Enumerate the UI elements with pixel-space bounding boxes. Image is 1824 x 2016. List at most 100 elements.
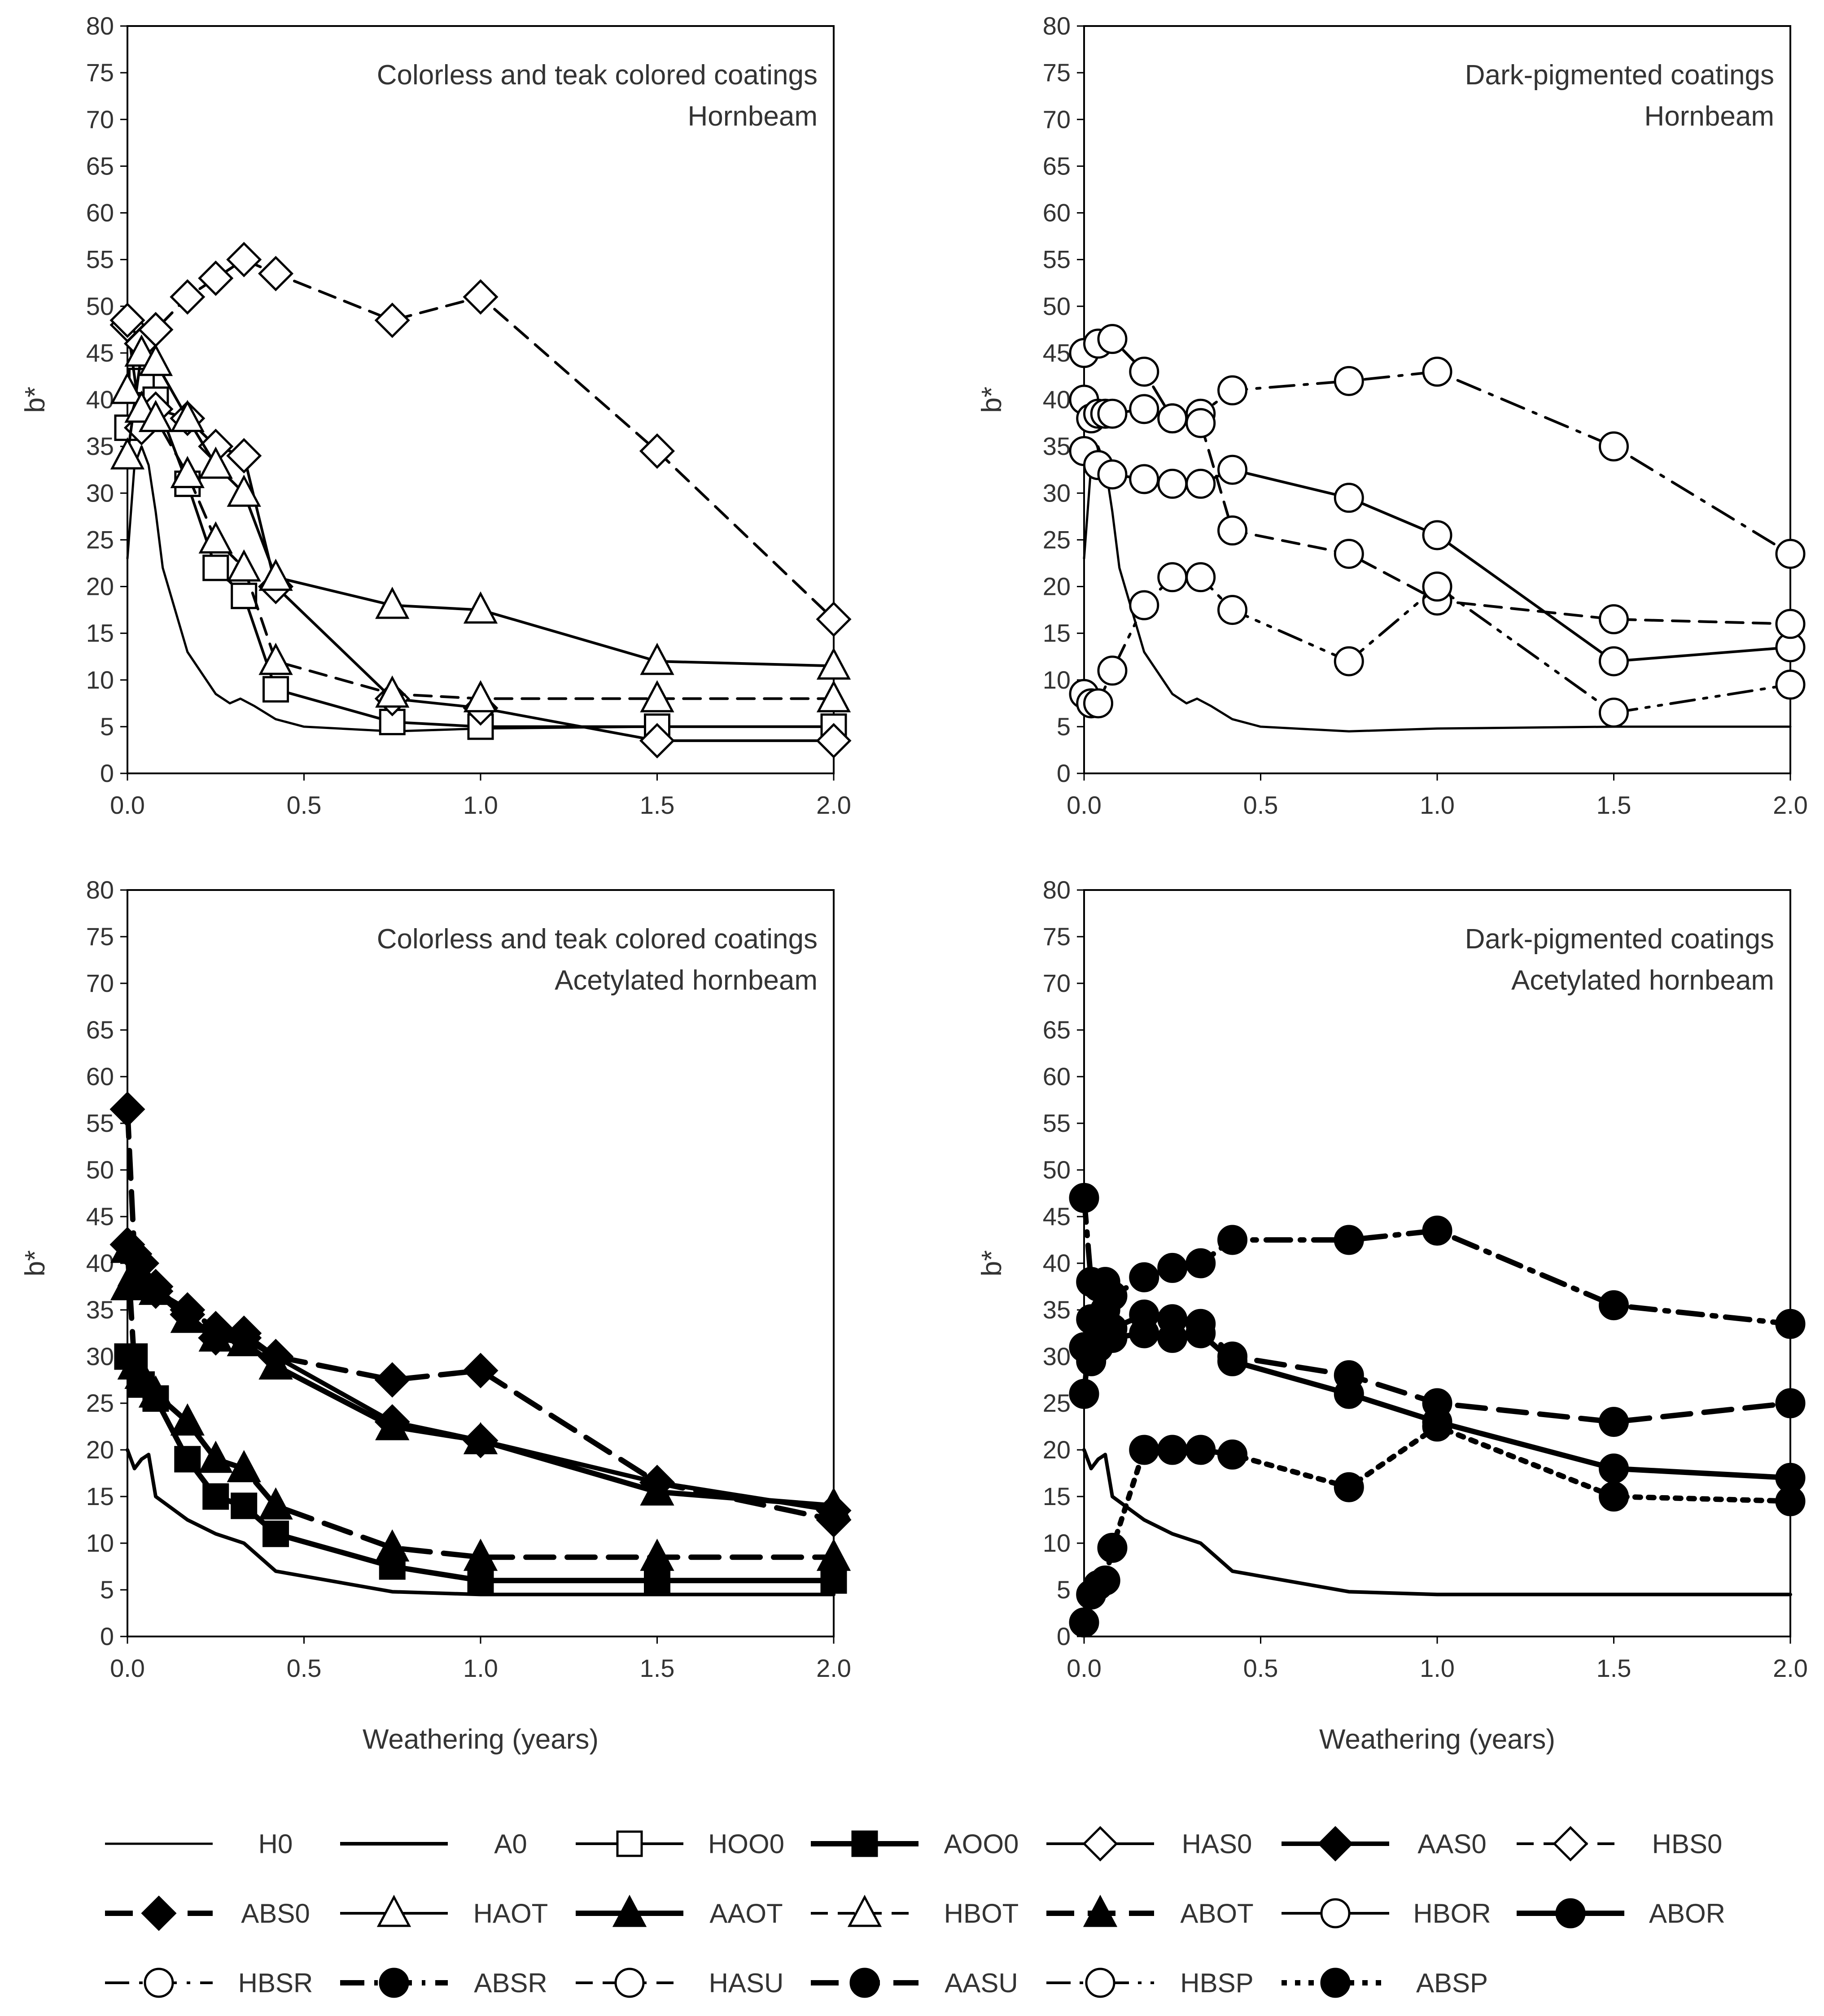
data-point-AOO0 xyxy=(644,1567,670,1594)
x-axis-label: Weathering (years) xyxy=(363,1724,599,1755)
data-point-HBOT xyxy=(110,371,145,404)
data-point-AOO0 xyxy=(467,1567,494,1594)
x-tick-label: 1.5 xyxy=(640,1654,675,1682)
data-point-HBSP xyxy=(1422,572,1452,602)
data-point-HBOR xyxy=(1129,464,1159,494)
y-tick-label: 65 xyxy=(1043,1016,1071,1044)
data-point-HBOR xyxy=(1599,646,1629,676)
y-tick-label: 80 xyxy=(1043,12,1071,40)
chart-annotation: Acetylated hornbeam xyxy=(1511,965,1774,996)
data-point-HBOT xyxy=(640,680,674,712)
y-tick-label: 0 xyxy=(100,1622,114,1650)
x-tick-label: 2.0 xyxy=(816,1654,851,1682)
x-tick-label: 1.0 xyxy=(463,1654,498,1682)
data-point-ABSP xyxy=(1422,1411,1452,1442)
data-point-HASU xyxy=(1129,394,1159,424)
chart-annotation: Colorless and teak colored coatings xyxy=(377,60,818,91)
y-tick-label: 75 xyxy=(1043,922,1071,951)
legend-marker-HAS0 xyxy=(1082,1826,1118,1862)
data-point-HBOT xyxy=(463,680,498,712)
data-point-ABSR xyxy=(1157,1252,1188,1283)
y-tick-label: 45 xyxy=(86,1202,114,1231)
y-tick-label: 35 xyxy=(1043,432,1071,460)
data-point-ABSR xyxy=(1334,1225,1364,1255)
legend-item-H0: H0 xyxy=(105,1829,293,1859)
data-point-HOO0 xyxy=(202,554,229,581)
legend-label: HASU xyxy=(709,1968,784,1998)
legend-marker-AASU xyxy=(849,1968,880,1998)
data-point-HBSR xyxy=(1599,431,1629,462)
series-HBS0 xyxy=(109,242,852,637)
series-H0 xyxy=(126,445,835,733)
y-tick-label: 75 xyxy=(1043,58,1071,87)
y-axis-label: b* xyxy=(20,387,51,413)
legend-item-ABOT: ABOT xyxy=(1046,1894,1254,1929)
y-axis-label: b* xyxy=(20,1250,51,1277)
data-point-HAOT xyxy=(198,446,233,479)
data-point-AAOT xyxy=(463,1422,498,1454)
y-tick-label: 40 xyxy=(1043,385,1071,414)
legend-item-HOO0: HOO0 xyxy=(576,1829,784,1859)
y-tick-label: 65 xyxy=(86,1016,114,1044)
data-point-HBOR xyxy=(1185,468,1216,499)
legend-marker-HASU xyxy=(614,1968,645,1998)
data-point-ABSR xyxy=(1129,1262,1159,1292)
data-point-HBSR xyxy=(1775,539,1806,569)
data-point-ABSP xyxy=(1185,1435,1216,1465)
series-line-HOO0 xyxy=(126,380,835,728)
data-point-AAOT xyxy=(124,1258,159,1291)
x-tick-label: 1.5 xyxy=(1597,791,1632,819)
y-tick-label: 40 xyxy=(86,1249,114,1277)
y-tick-label: 70 xyxy=(86,105,114,133)
data-point-HAS0 xyxy=(226,438,262,474)
y-tick-label: 20 xyxy=(86,572,114,601)
legend-marker-HBSP xyxy=(1085,1968,1115,1998)
y-tick-label: 35 xyxy=(86,1296,114,1324)
y-tick-label: 50 xyxy=(1043,1156,1071,1184)
data-point-ABOT xyxy=(170,1403,205,1436)
x-axis-label: Weathering (years) xyxy=(1319,1724,1555,1755)
chart-panel-3: 0 5 10 15 20 25 30 35 40 45 50 55 60 65 70 75 80 0.0 0.5 1.… xyxy=(20,876,852,1755)
y-tick-label: 15 xyxy=(1043,619,1071,647)
legend-item-ABSR: ABSR xyxy=(340,1968,547,1998)
data-point-ABOT xyxy=(640,1538,674,1571)
data-point-ABSP xyxy=(1090,1565,1120,1596)
y-tick-label: 0 xyxy=(1057,1622,1071,1650)
data-point-AAOT xyxy=(816,1487,851,1520)
data-point-AASU xyxy=(1157,1304,1188,1335)
legend-label: HAOT xyxy=(473,1898,548,1929)
y-tick-label: 10 xyxy=(86,666,114,694)
data-point-HBOR xyxy=(1217,454,1248,485)
data-point-ABSP xyxy=(1334,1472,1364,1502)
legend-label: ABS0 xyxy=(241,1898,310,1929)
data-point-ABSR xyxy=(1599,1290,1629,1321)
x-tick-label: 0.0 xyxy=(1067,1654,1102,1682)
data-point-HBSP xyxy=(1129,590,1159,620)
legend-item-HAS0: HAS0 xyxy=(1046,1826,1252,1862)
data-point-AASU xyxy=(1217,1341,1248,1372)
x-tick-label: 0.5 xyxy=(287,791,322,819)
y-tick-label: 20 xyxy=(1043,572,1071,601)
x-tick-label: 1.0 xyxy=(463,791,498,819)
y-tick-label: 15 xyxy=(86,619,114,647)
legend-marker-HBSR xyxy=(144,1968,174,1998)
y-tick-label: 30 xyxy=(86,1342,114,1370)
y-tick-label: 70 xyxy=(86,969,114,997)
legend-marker-ABOR xyxy=(1555,1898,1586,1929)
data-point-HBOT xyxy=(816,680,851,712)
y-tick-label: 60 xyxy=(86,199,114,227)
data-point-HBSR xyxy=(1129,357,1159,387)
data-point-AOO0 xyxy=(202,1483,229,1510)
data-point-HASU xyxy=(1157,403,1188,434)
y-tick-label: 25 xyxy=(1043,525,1071,554)
series-ABOT xyxy=(110,1231,851,1571)
data-point-HASU xyxy=(1097,398,1128,429)
data-point-HBSP xyxy=(1157,562,1188,593)
legend-label: AAOT xyxy=(709,1898,783,1929)
data-point-AAOT xyxy=(170,1300,205,1333)
legend-label: HBS0 xyxy=(1652,1829,1723,1859)
y-tick-label: 35 xyxy=(86,432,114,460)
data-point-HAOT xyxy=(258,559,293,591)
data-point-HBSR xyxy=(1217,375,1248,406)
data-point-ABOT xyxy=(138,1375,173,1408)
